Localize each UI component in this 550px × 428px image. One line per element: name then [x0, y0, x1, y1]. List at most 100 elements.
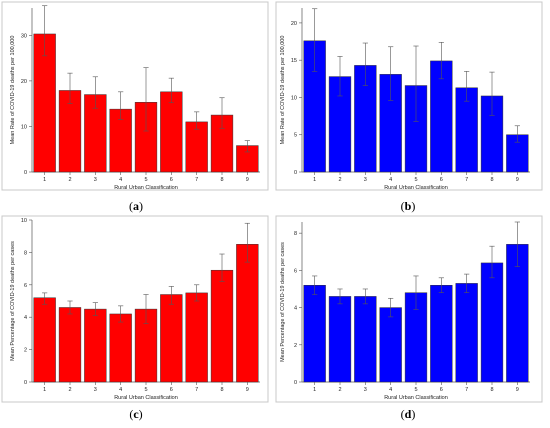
bar-2 [58, 307, 82, 383]
x-tick-label: 6 [440, 387, 443, 393]
bar-6 [160, 91, 183, 173]
y-tick-label: 5 [294, 133, 297, 139]
bar-1 [33, 297, 56, 383]
caption-letter: d [405, 407, 412, 421]
x-tick-label: 1 [43, 177, 46, 183]
bar-2 [328, 296, 352, 383]
y-tick-label: 0 [24, 170, 27, 176]
x-tick-label: 7 [465, 177, 468, 183]
y-tick-label: 10 [21, 218, 27, 224]
bar-4 [379, 307, 402, 383]
x-tick-label: 9 [516, 177, 519, 183]
x-tick-label: 3 [94, 177, 97, 183]
panel-caption: (d) [401, 407, 416, 421]
y-tick-label: 30 [21, 33, 27, 39]
x-tick-label: 3 [364, 177, 367, 183]
x-axis-title: Rural Urban Classification [384, 395, 448, 401]
x-tick-label: 4 [389, 387, 392, 393]
panel-caption: (a) [129, 199, 143, 213]
bar-7 [185, 292, 208, 383]
x-tick-label: 2 [68, 387, 71, 393]
y-tick-label: 2 [294, 343, 297, 349]
caption-letter: a [133, 199, 139, 213]
x-tick-label: 1 [43, 387, 46, 393]
chart-panel-a: 0 10 20 30 1 2 3 4 5 6 7 8 9 Rural Urban Classificati… [1, 1, 269, 213]
panel-caption: (c) [129, 407, 142, 421]
panel-caption: (b) [401, 199, 416, 213]
y-tick-label: 0 [24, 380, 27, 386]
chart-panel-d: 0 2 4 6 8 1 2 3 4 5 6 7 8 9 Rural Urban Classification… [275, 215, 543, 421]
caption-letter: b [405, 199, 412, 213]
x-tick-label: 6 [440, 177, 443, 183]
x-tick-label: 6 [170, 177, 173, 183]
x-tick-label: 1 [313, 177, 316, 183]
x-tick-label: 7 [195, 177, 198, 183]
y-tick-label: 4 [294, 306, 297, 312]
x-tick-label: 7 [465, 387, 468, 393]
x-tick-label: 3 [94, 387, 97, 393]
caption-close: ) [139, 407, 143, 421]
y-tick-label: 10 [291, 95, 297, 101]
caption-close: ) [411, 407, 415, 421]
chart-panel-b: 0 5 10 15 20 1 2 3 4 5 6 7 8 9 Rural Urban Classificat… [275, 1, 543, 213]
caption-letter: c [133, 407, 139, 421]
caption-close: ) [411, 199, 415, 213]
x-tick-label: 9 [516, 387, 519, 393]
y-tick-label: 2 [24, 348, 27, 354]
bar-3 [354, 296, 377, 383]
y-axis-title: Mean Rate of COVID-19 deaths per 100,000 [280, 36, 286, 145]
bar-1 [303, 285, 326, 383]
x-tick-label: 5 [414, 387, 417, 393]
x-tick-label: 8 [220, 177, 223, 183]
bar-3 [84, 308, 107, 383]
y-tick-label: 15 [291, 58, 297, 64]
x-tick-label: 8 [490, 387, 493, 393]
x-tick-label: 7 [195, 387, 198, 393]
caption-open: ( [401, 407, 405, 421]
x-tick-label: 8 [220, 387, 223, 393]
x-tick-label: 9 [246, 177, 249, 183]
caption-open: ( [129, 407, 133, 421]
bar-6 [430, 285, 453, 383]
x-tick-label: 2 [338, 177, 341, 183]
y-tick-label: 4 [24, 315, 27, 321]
y-tick-label: 8 [24, 250, 27, 256]
x-tick-label: 8 [490, 177, 493, 183]
x-tick-label: 3 [364, 387, 367, 393]
y-tick-label: 20 [291, 21, 297, 27]
y-tick-label: 8 [294, 231, 297, 237]
x-tick-label: 9 [246, 387, 249, 393]
x-tick-label: 4 [119, 177, 122, 183]
caption-open: ( [401, 199, 405, 213]
x-tick-label: 2 [68, 177, 71, 183]
caption-open: ( [129, 199, 133, 213]
x-axis-title: Rural Urban Classification [384, 185, 448, 191]
caption-close: ) [139, 199, 143, 213]
y-tick-label: 6 [294, 268, 297, 274]
x-axis-title: Rural Urban Classification [114, 185, 178, 191]
x-tick-label: 5 [144, 387, 147, 393]
bar-6 [160, 294, 183, 383]
y-tick-label: 10 [21, 124, 27, 130]
y-tick-label: 20 [21, 79, 27, 85]
y-tick-label: 0 [294, 380, 297, 386]
bar-8 [480, 262, 504, 383]
x-tick-label: 4 [389, 177, 392, 183]
x-tick-label: 5 [144, 177, 147, 183]
x-tick-label: 6 [170, 387, 173, 393]
bar-9 [236, 244, 259, 383]
y-axis-title: Mean Rate of COVID-19 deaths per 100,000 [10, 36, 16, 145]
y-tick-label: 0 [294, 170, 297, 176]
x-tick-label: 4 [119, 387, 122, 393]
x-tick-label: 5 [414, 177, 417, 183]
bar-7 [455, 283, 478, 383]
y-tick-label: 6 [24, 283, 27, 289]
x-axis-title: Rural Urban Classification [114, 395, 178, 401]
x-tick-label: 1 [313, 387, 316, 393]
x-tick-label: 2 [338, 387, 341, 393]
y-axis-title: Mean Percentage of COVID-19 deaths per c… [280, 242, 286, 362]
bar-4 [109, 313, 132, 383]
bar-8 [210, 269, 234, 383]
